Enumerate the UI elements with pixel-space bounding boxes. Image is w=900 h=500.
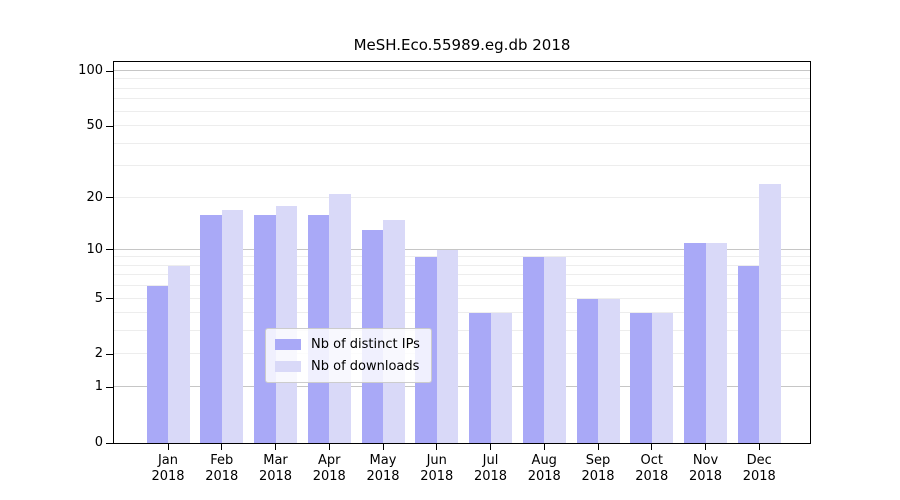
chart-title: MeSH.Eco.55989.eg.db 2018 [353, 36, 571, 54]
x-tick-label: May 2018 [366, 453, 400, 484]
y-tick-label: 0 [94, 435, 103, 450]
y-tick-label: 10 [86, 241, 103, 257]
y-tick-label: 1 [94, 379, 103, 395]
y-tick-mark [106, 249, 113, 251]
gridline-major [114, 70, 810, 72]
y-tick-label: 100 [78, 63, 103, 79]
gridline-minor [114, 297, 810, 299]
x-tick-label: Sep 2018 [581, 453, 615, 484]
bar-distinct-ips-sep [576, 298, 598, 443]
legend-swatch-distinct-ips [275, 339, 301, 350]
gridline-minor [114, 256, 810, 258]
legend-label-distinct-ips: Nb of distinct IPs [311, 337, 420, 352]
y-tick-mark [106, 353, 113, 355]
bar-downloads-feb [221, 210, 244, 443]
x-tick-mark [543, 444, 545, 450]
y-tick-mark [106, 125, 113, 127]
bar-downloads-mar [275, 205, 297, 443]
y-tick-label: 50 [86, 118, 103, 134]
y-tick-label: 20 [86, 189, 103, 205]
x-tick-mark [597, 444, 599, 450]
x-tick-label: Oct 2018 [635, 453, 669, 484]
x-tick-mark [167, 444, 169, 450]
y-tick-mark [106, 442, 113, 444]
y-tick-label: 2 [94, 346, 103, 362]
y-tick-mark [106, 386, 113, 388]
bar-distinct-ips-dec [737, 265, 760, 443]
x-tick-mark [651, 444, 653, 450]
gridline-minor [114, 98, 810, 100]
bar-distinct-ips-jul [469, 313, 491, 443]
legend: Nb of distinct IPs Nb of downloads [265, 328, 432, 383]
bar-distinct-ips-mar [254, 214, 276, 443]
plot-area [113, 61, 811, 444]
x-tick-mark [328, 444, 330, 450]
bar-downloads-apr [329, 193, 351, 443]
legend-item-distinct-ips: Nb of distinct IPs [275, 337, 420, 352]
x-tick-mark [221, 444, 223, 450]
gridline-minor [114, 78, 810, 80]
y-tick-label: 5 [94, 290, 103, 306]
x-tick-mark [758, 444, 760, 450]
bar-downloads-jan [168, 265, 190, 443]
x-tick-mark [490, 444, 491, 450]
x-tick-label: Mar 2018 [258, 453, 293, 484]
x-tick-mark [436, 444, 438, 450]
gridline-minor [114, 110, 810, 112]
bar-downloads-aug [544, 257, 566, 443]
gridline-minor [114, 330, 810, 332]
x-tick-mark [382, 444, 384, 450]
gridline-major [114, 248, 810, 250]
x-tick-label: Apr 2018 [312, 453, 346, 484]
gridline-minor [114, 196, 810, 198]
bar-downloads-jul [490, 313, 512, 443]
bar-distinct-ips-feb [200, 214, 222, 443]
legend-label-downloads: Nb of downloads [311, 359, 420, 374]
legend-item-downloads: Nb of downloads [275, 359, 420, 374]
bar-downloads-oct [651, 313, 674, 443]
x-tick-label: Nov 2018 [688, 453, 723, 484]
x-tick-label: Jul 2018 [473, 453, 508, 484]
x-tick-mark [275, 444, 276, 450]
gridline-minor [114, 165, 810, 167]
gridline-minor [114, 353, 810, 355]
bar-distinct-ips-aug [522, 257, 545, 443]
gridline-minor [114, 87, 810, 89]
gridline-minor [114, 142, 810, 144]
y-tick-mark [106, 298, 113, 300]
bar-downloads-nov [705, 242, 727, 443]
x-tick-label: Jun 2018 [420, 453, 454, 484]
gridline-minor [114, 285, 810, 287]
x-tick-label: Dec 2018 [742, 453, 776, 484]
y-tick-mark [106, 70, 113, 72]
x-tick-label: Feb 2018 [205, 453, 239, 484]
x-tick-mark [705, 444, 706, 450]
bar-distinct-ips-oct [630, 313, 652, 443]
x-tick-label: Jan 2018 [151, 453, 185, 484]
gridline-minor [114, 125, 810, 127]
gridline-minor [114, 312, 810, 314]
gridline-minor [114, 264, 810, 266]
gridline-minor [114, 274, 810, 276]
bar-downloads-sep [598, 298, 620, 443]
legend-swatch-downloads [275, 361, 301, 372]
bar-distinct-ips-jan [146, 286, 168, 443]
bar-downloads-jun [436, 249, 459, 443]
x-tick-label: Aug 2018 [527, 453, 561, 484]
gridline-major [114, 386, 810, 388]
bar-distinct-ips-nov [684, 242, 706, 443]
bar-downloads-dec [759, 183, 781, 443]
y-tick-mark [106, 197, 113, 199]
